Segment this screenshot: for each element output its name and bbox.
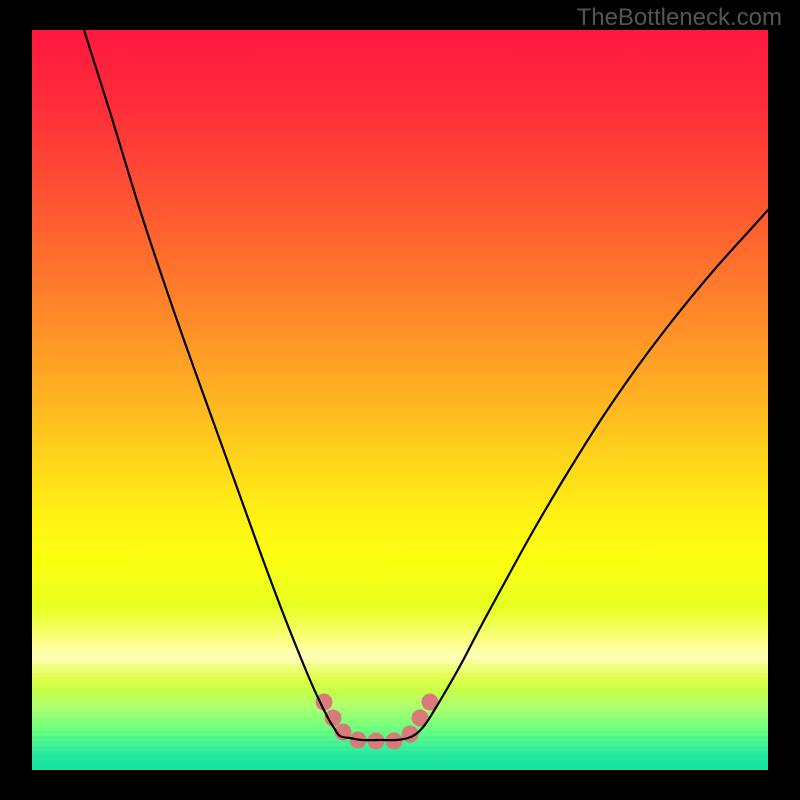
watermark-text: TheBottleneck.com (577, 4, 782, 32)
frame-bottom (0, 770, 800, 800)
frame-left (0, 30, 32, 770)
frame-right (768, 30, 800, 770)
